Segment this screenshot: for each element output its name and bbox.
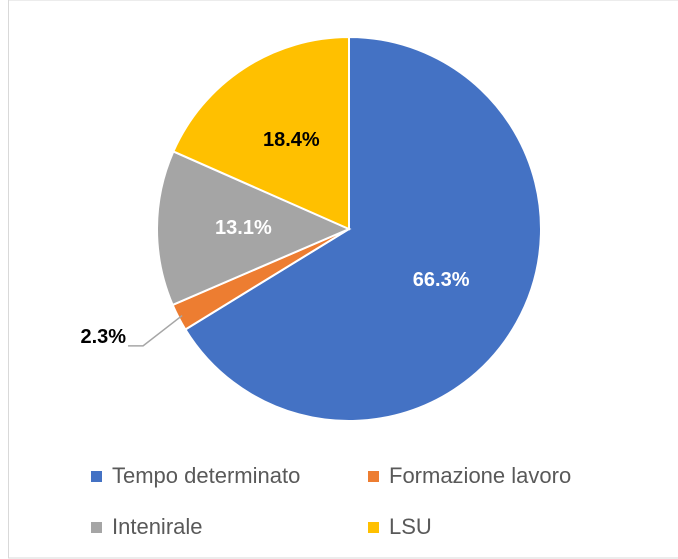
legend-label: Tempo determinato (112, 463, 300, 488)
legend-swatch (91, 471, 102, 482)
pie-slice (156, 150, 352, 307)
legend-label: Intenirale (112, 514, 203, 539)
data-label: 2.3% (80, 326, 126, 348)
legend-label: LSU (389, 514, 432, 539)
data-label: 13.1% (215, 217, 272, 239)
data-label: 18.4% (263, 129, 320, 151)
legend-label: Formazione lavoro (389, 463, 571, 488)
pie-slice (172, 35, 350, 231)
leader-line (128, 314, 183, 347)
legend-swatch (368, 522, 379, 533)
pie-slice (184, 35, 542, 422)
legend-swatch (91, 522, 102, 533)
data-label: 66.3% (413, 269, 470, 291)
legend-swatch (368, 471, 379, 482)
